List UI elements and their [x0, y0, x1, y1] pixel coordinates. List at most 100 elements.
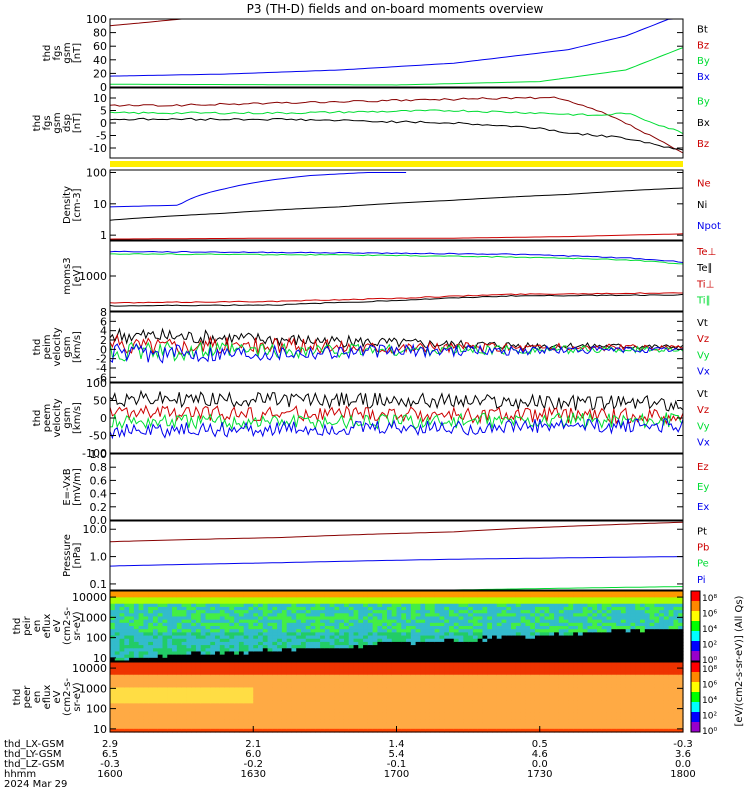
heatmap-cell — [577, 594, 584, 598]
heatmap-cell — [406, 693, 412, 698]
heatmap-cell — [453, 665, 460, 669]
heatmap-cell — [224, 728, 230, 733]
heatmap-cell — [554, 610, 560, 614]
heatmap-cell — [138, 606, 145, 611]
heatmap-cell — [363, 591, 369, 595]
heatmap-cell — [353, 600, 359, 605]
heatmap-cell — [659, 641, 665, 646]
heatmap-cell — [281, 591, 288, 595]
heatmap-cell — [114, 606, 121, 611]
heatmap-cell — [515, 616, 522, 621]
heatmap-cell — [343, 597, 350, 602]
heatmap-cell — [348, 594, 355, 598]
heatmap-cell — [554, 597, 560, 602]
heatmap-cell — [534, 616, 541, 621]
heatmap-cell — [410, 603, 417, 608]
heatmap-cell — [162, 665, 168, 669]
heatmap-cell — [468, 697, 474, 701]
heatmap-cell — [267, 697, 273, 701]
heatmap-cell — [129, 654, 135, 659]
heatmap-cell — [238, 635, 245, 640]
heatmap-cell — [630, 657, 636, 662]
heatmap-cell — [549, 591, 555, 595]
heatmap-cell — [296, 591, 302, 595]
heatmap-cell — [215, 629, 221, 633]
heatmap-cell — [663, 591, 670, 595]
legend-entry: Pt — [697, 527, 707, 538]
heatmap-cell — [563, 610, 569, 614]
heatmap-cell — [449, 712, 455, 717]
heatmap-cell — [181, 613, 187, 618]
heatmap-cell — [530, 706, 536, 711]
heatmap-cell — [496, 603, 503, 608]
heatmap-cell — [181, 706, 187, 711]
heatmap-cell — [343, 594, 350, 598]
heatmap-cell — [191, 671, 197, 676]
heatmap-cell — [143, 671, 149, 676]
heatmap-cell — [377, 725, 383, 730]
heatmap-cell — [205, 603, 211, 608]
heatmap-cell — [258, 677, 264, 682]
heatmap-cell — [181, 725, 187, 730]
heatmap-cell — [386, 706, 393, 711]
heatmap-cell — [487, 725, 493, 730]
heatmap-cell — [563, 690, 569, 695]
heatmap-cell — [334, 610, 340, 614]
heatmap-cell — [382, 725, 388, 730]
heatmap-cell — [506, 674, 512, 679]
heatmap-cell — [391, 668, 398, 673]
heatmap-cell — [382, 700, 388, 704]
heatmap-cell — [429, 597, 436, 602]
heatmap-cell — [439, 638, 445, 643]
heatmap-cell — [243, 629, 250, 633]
heatmap-cell — [305, 725, 312, 730]
heatmap-cell — [386, 722, 393, 727]
heatmap-cell — [205, 716, 211, 720]
heatmap-cell — [324, 706, 331, 711]
heatmap-cell — [544, 722, 550, 727]
heatmap-cell — [406, 709, 412, 714]
heatmap-cell — [425, 725, 431, 730]
heatmap-cell — [386, 626, 393, 630]
heatmap-cell — [129, 712, 135, 717]
heatmap-cell — [563, 681, 569, 685]
heatmap-cell — [248, 693, 254, 698]
heatmap-cell — [296, 638, 302, 643]
heatmap-cell — [439, 668, 445, 673]
heatmap-cell — [582, 591, 589, 595]
heatmap-cell — [534, 697, 541, 701]
heatmap-cell — [167, 668, 173, 673]
heatmap-cell — [172, 697, 178, 701]
heatmap-cell — [205, 687, 211, 692]
heatmap-cell — [568, 684, 574, 689]
heatmap-cell — [582, 594, 589, 598]
heatmap-cell — [248, 626, 254, 630]
heatmap-cell — [262, 610, 269, 614]
heatmap-cell — [525, 719, 531, 724]
heatmap-cell — [133, 626, 140, 630]
heatmap-cell — [601, 619, 608, 624]
heatmap-cell — [534, 610, 541, 614]
heatmap-cell — [277, 645, 283, 649]
heatmap-cell — [157, 674, 164, 679]
heatmap-cell — [286, 626, 293, 630]
heatmap-cell — [463, 687, 469, 692]
heatmap-cell — [133, 697, 140, 701]
heatmap-cell — [506, 654, 512, 659]
heatmap-cell — [663, 632, 670, 637]
heatmap-cell — [181, 603, 187, 608]
heatmap-cell — [477, 687, 484, 692]
heatmap-cell — [515, 706, 522, 711]
heatmap-cell — [606, 603, 612, 608]
heatmap-cell — [234, 654, 240, 659]
heatmap-cell — [129, 613, 135, 618]
heatmap-cell — [468, 684, 474, 689]
heatmap-cell — [539, 622, 546, 627]
heatmap-cell — [492, 725, 498, 730]
heatmap-cell — [506, 610, 512, 614]
heatmap-cell — [563, 603, 569, 608]
heatmap-cell — [511, 622, 517, 627]
heatmap-cell — [343, 684, 350, 689]
heatmap-cell — [410, 693, 417, 698]
heatmap-cell — [415, 725, 421, 730]
